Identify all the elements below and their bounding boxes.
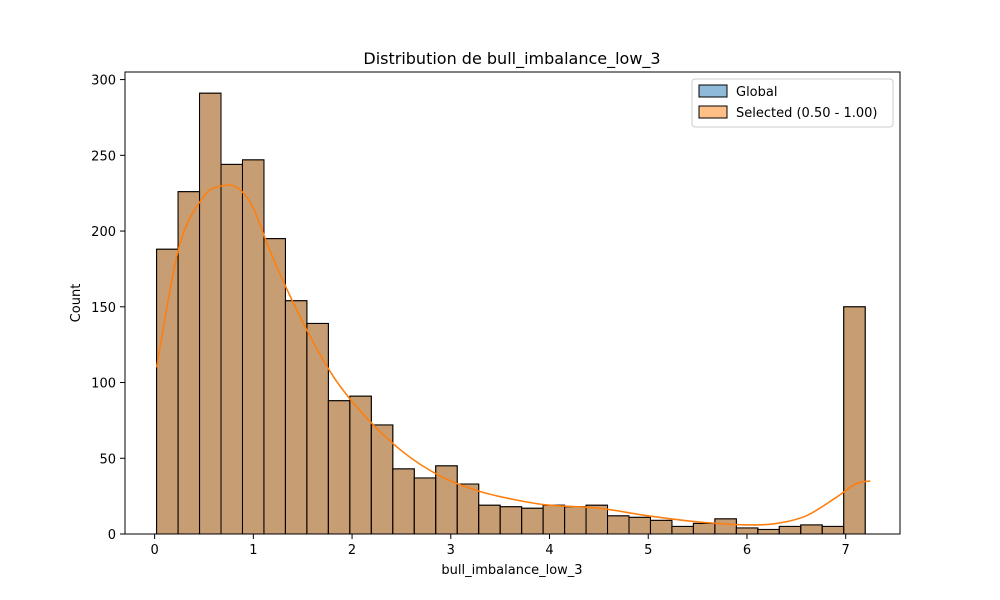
x-tick-label: 3 [447, 543, 455, 558]
bars-layer [156, 92, 866, 535]
bar-selected [692, 522, 716, 535]
legend-label-selected: Selected (0.50 - 1.00) [736, 106, 877, 121]
bar-selected [757, 528, 780, 535]
bar-selected [778, 525, 802, 535]
x-tick-label: 5 [644, 543, 652, 558]
bar-selected [284, 300, 308, 535]
bar-selected [735, 527, 759, 535]
bar-selected [413, 477, 437, 535]
x-tick-label: 1 [249, 543, 257, 558]
bar-selected [220, 163, 243, 535]
bar-selected [456, 483, 480, 535]
y-axis-label: Count [69, 284, 84, 323]
legend-swatch-global [698, 84, 728, 98]
x-tick-label: 2 [348, 543, 356, 558]
bar-selected [392, 468, 415, 535]
kde-curve [155, 184, 871, 526]
bar-selected [521, 507, 544, 535]
x-axis-label: bull_imbalance_low_3 [441, 563, 582, 578]
bar-selected [349, 395, 372, 535]
x-tick-label: 0 [150, 543, 158, 558]
legend-label-global: Global [736, 85, 777, 100]
bar-selected [628, 516, 651, 535]
y-tick-label: 50 [99, 452, 116, 467]
y-tick-label: 250 [91, 149, 116, 164]
y-tick-label: 300 [91, 74, 116, 89]
y-tick-label: 100 [91, 377, 116, 392]
plot-frame [124, 71, 901, 535]
y-tick-label: 200 [91, 225, 116, 240]
bar-selected [671, 525, 694, 535]
chart-title: Distribution de bull_imbalance_low_3 [363, 49, 660, 69]
bar-selected [156, 248, 179, 535]
bar-selected [199, 92, 222, 535]
x-tick-label: 4 [545, 543, 553, 558]
x-tick-label: 6 [743, 543, 751, 558]
legend-box [691, 78, 894, 128]
bar-selected [564, 506, 587, 535]
x-axis: 0 1 2 3 4 5 6 7 [150, 534, 850, 558]
x-tick-label: 7 [842, 543, 850, 558]
bar-selected [241, 159, 265, 535]
y-axis: 0 50 100 150 200 250 300 [91, 74, 125, 543]
bar-selected [821, 525, 845, 535]
legend-swatch-selected [698, 105, 728, 119]
bar-selected [649, 519, 673, 535]
y-tick-label: 150 [91, 301, 116, 316]
bar-selected [800, 524, 823, 535]
bar-selected [542, 504, 566, 535]
bar-selected [263, 238, 286, 535]
bar-selected [843, 306, 866, 535]
bar-selected [607, 515, 630, 535]
bar-selected [714, 518, 737, 535]
bar-selected [177, 191, 201, 535]
bar-selected [499, 506, 523, 535]
bar-selected [306, 322, 329, 535]
y-tick-label: 0 [108, 528, 116, 543]
legend: Global Selected (0.50 - 1.00) [691, 78, 894, 128]
bar-selected [327, 400, 351, 535]
bar-selected [478, 504, 501, 535]
